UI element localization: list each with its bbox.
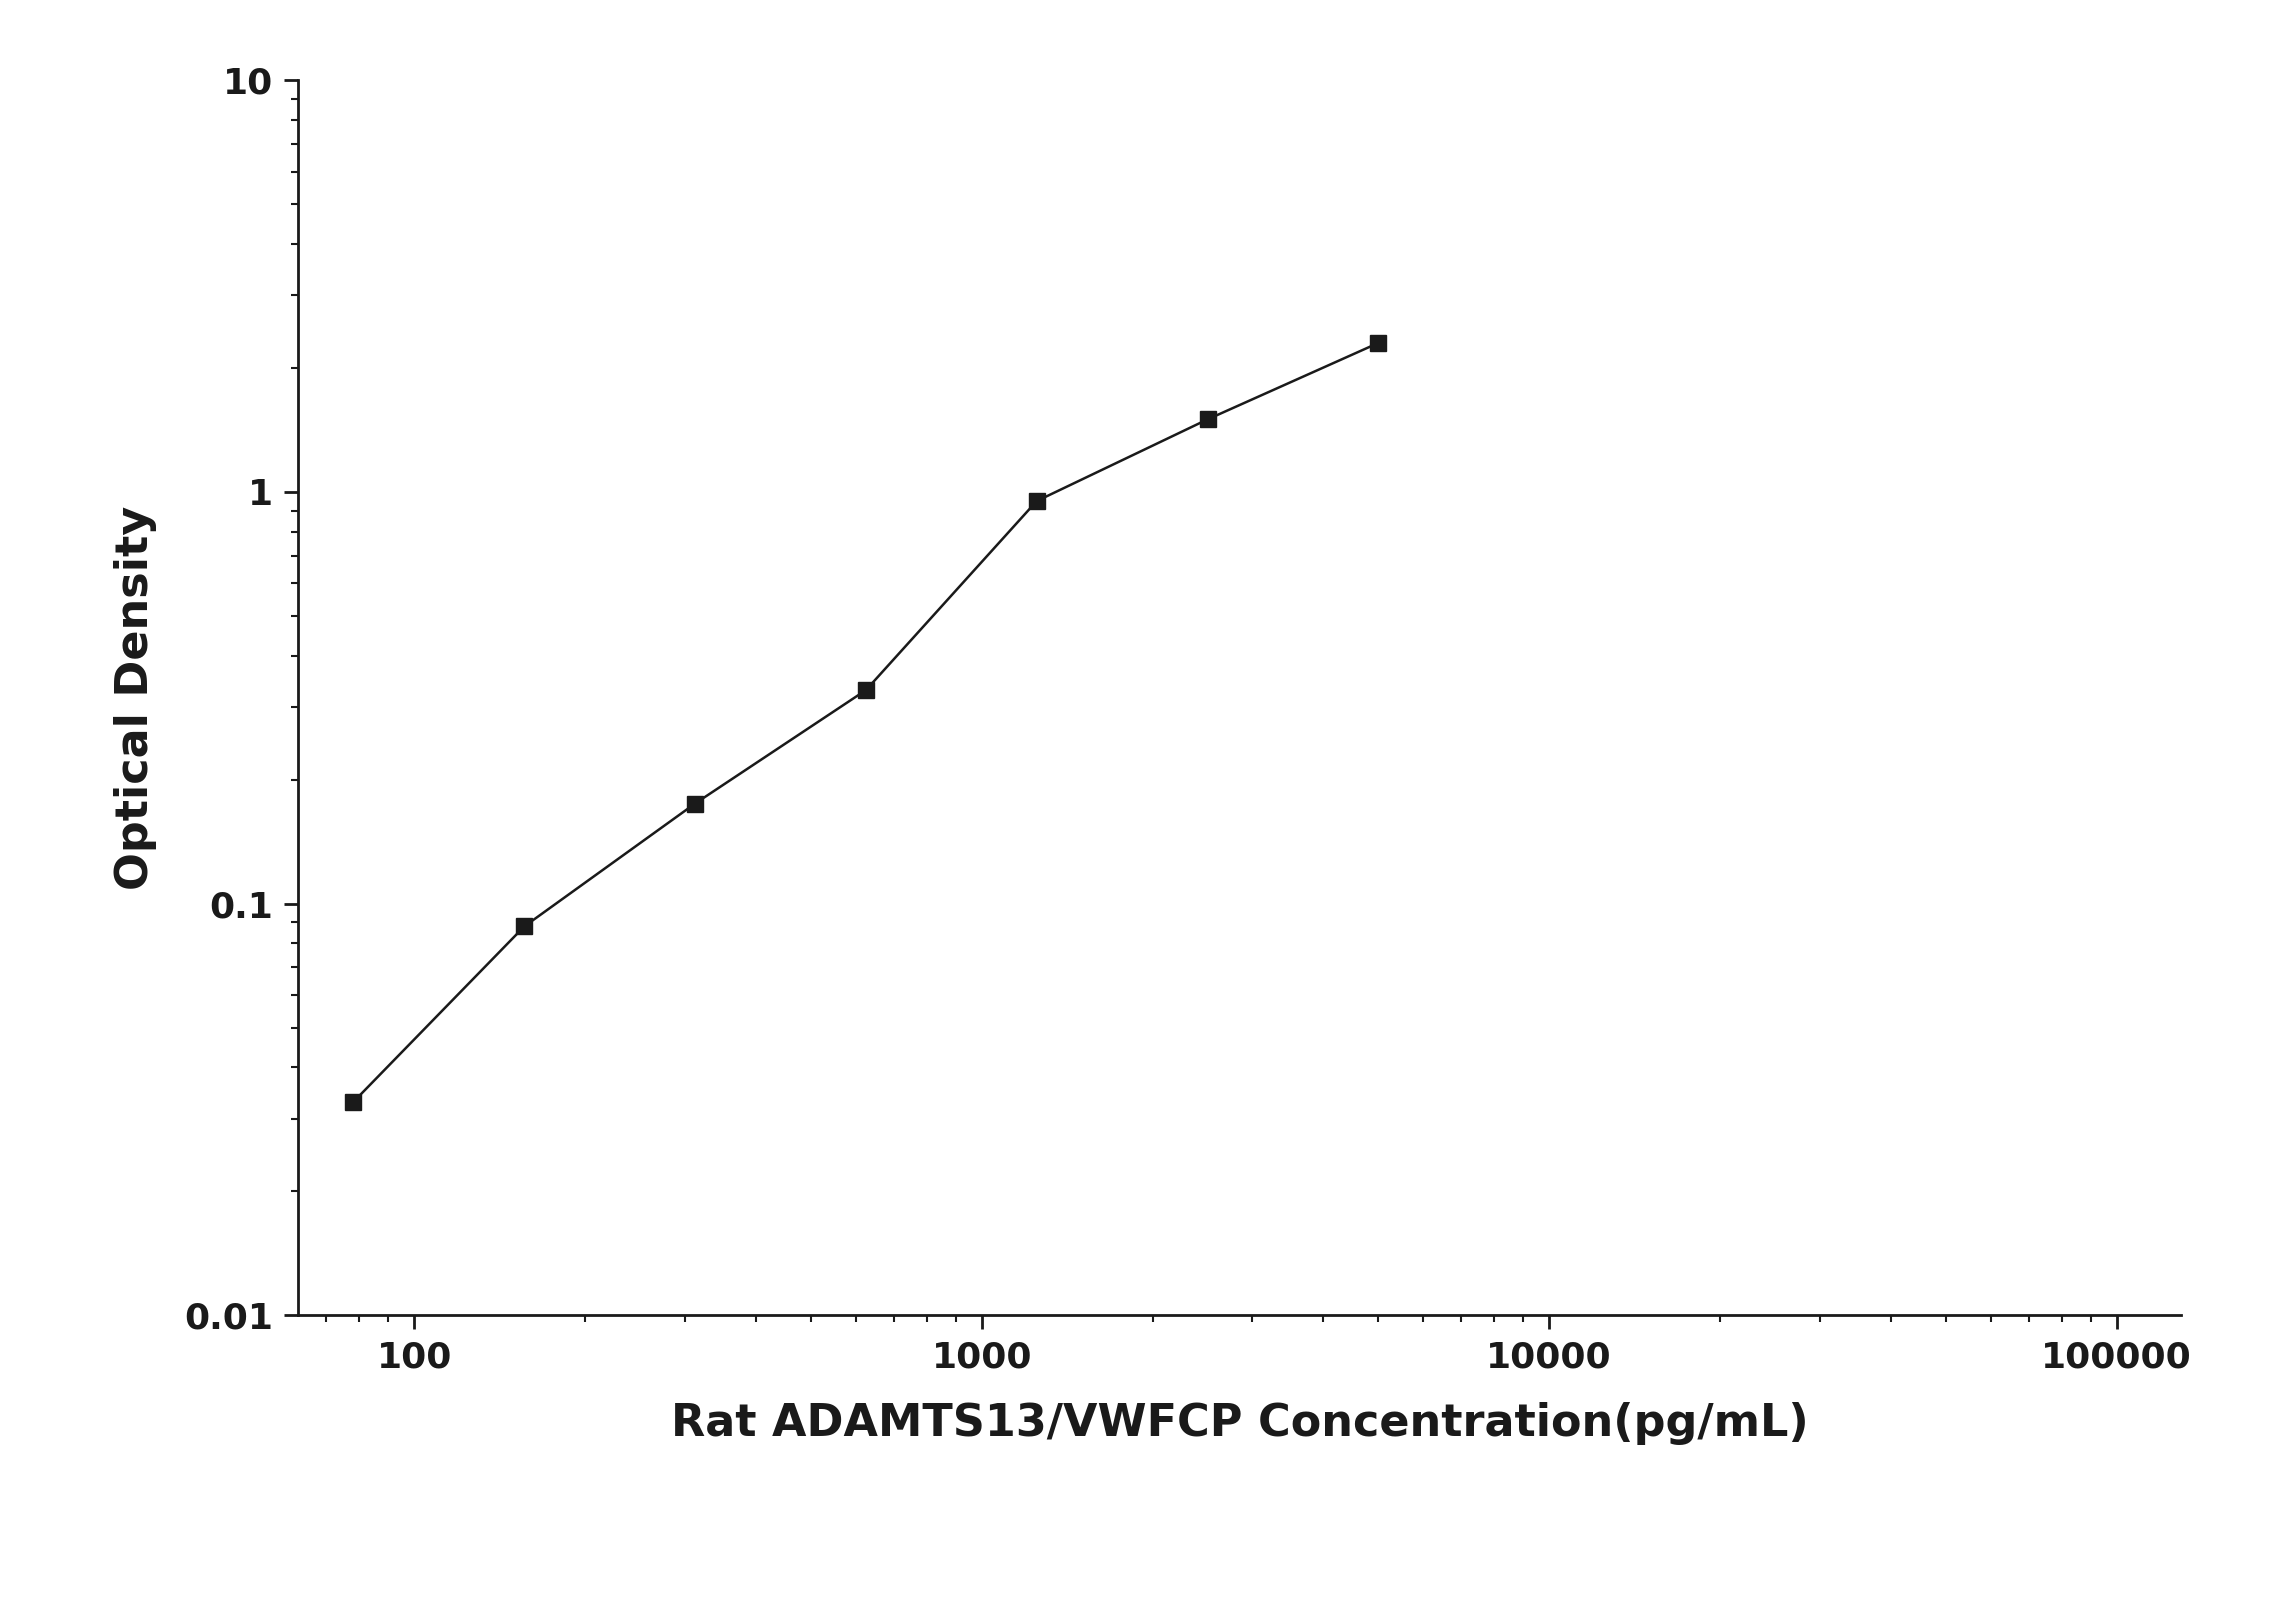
Y-axis label: Optical Density: Optical Density xyxy=(115,505,156,890)
X-axis label: Rat ADAMTS13/VWFCP Concentration(pg/mL): Rat ADAMTS13/VWFCP Concentration(pg/mL) xyxy=(670,1402,1809,1445)
